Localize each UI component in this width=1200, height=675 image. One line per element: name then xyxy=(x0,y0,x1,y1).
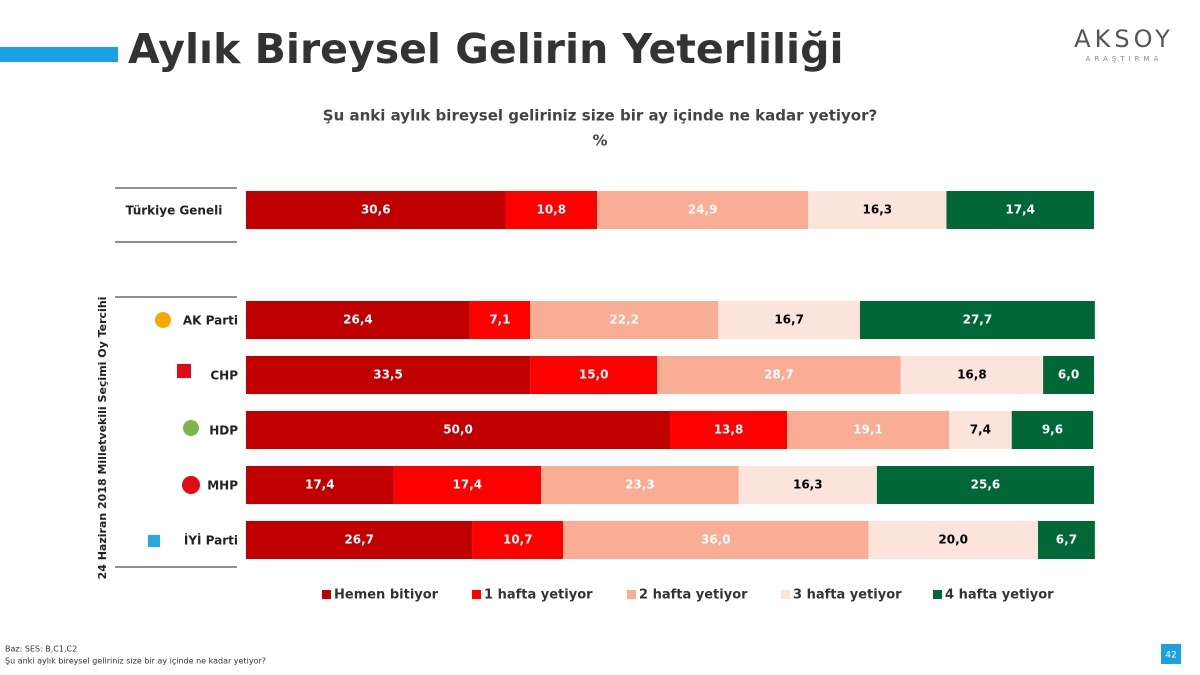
bar-segment xyxy=(859,301,1095,339)
logo: AKSOY xyxy=(1074,25,1174,53)
legend-swatch xyxy=(322,590,331,599)
bar-segment xyxy=(948,411,1012,449)
value-label: 16,7 xyxy=(774,313,804,327)
value-label: 16,8 xyxy=(957,368,987,382)
value-label: 16,3 xyxy=(863,203,893,217)
value-label: 17,4 xyxy=(1005,203,1035,217)
row-dividers xyxy=(115,187,237,568)
bar-segment xyxy=(530,301,719,339)
legend-label: Hemen bitiyor xyxy=(334,588,439,603)
party-icons xyxy=(148,312,200,547)
bar-segment xyxy=(900,356,1044,394)
logo-sub: ARAŞTIRMA xyxy=(1086,55,1163,63)
bar-segment xyxy=(530,356,658,394)
bar-segment xyxy=(657,356,901,394)
bar-segment xyxy=(505,191,598,229)
value-label: 13,8 xyxy=(714,423,744,437)
page-badge xyxy=(1161,644,1181,664)
bar-segment xyxy=(718,301,860,339)
page-number: 42 xyxy=(1165,651,1176,661)
footnote-question: Şu anki aylık bireysel geliriniz size bi… xyxy=(5,657,266,666)
bar-segment xyxy=(1038,521,1095,559)
bar-segment xyxy=(808,191,947,229)
bar-segment xyxy=(246,521,473,559)
legend-label: 1 hafta yetiyor xyxy=(484,588,593,603)
footnote-base: Baz: SES: B,C1,C2 xyxy=(5,645,77,654)
bar-segment xyxy=(541,466,739,504)
value-label: 10,7 xyxy=(503,533,533,547)
value-label: 17,4 xyxy=(305,478,335,492)
category-label: AK Parti xyxy=(183,314,238,328)
value-label: 19,1 xyxy=(853,423,883,437)
category-label: Türkiye Geneli xyxy=(126,204,223,218)
category-label: MHP xyxy=(207,479,238,493)
value-label: 15,0 xyxy=(579,368,609,382)
legend-label: 4 hafta yetiyor xyxy=(945,588,1054,603)
value-label: 26,7 xyxy=(344,533,374,547)
value-label: 30,6 xyxy=(361,203,391,217)
legend-swatch xyxy=(627,590,636,599)
bar-segment xyxy=(246,356,531,394)
chart-title: Şu anki aylık bireysel geliriniz size bi… xyxy=(323,107,877,125)
group-label: 24 Haziran 2018 Milletvekili Seçimi Oy T… xyxy=(96,297,109,580)
value-label: 6,0 xyxy=(1058,368,1079,382)
category-label: HDP xyxy=(209,424,238,438)
value-label: 25,6 xyxy=(971,478,1001,492)
value-label: 16,3 xyxy=(793,478,823,492)
bar-segment xyxy=(738,466,877,504)
value-label: 26,4 xyxy=(343,313,373,327)
chart-subtitle: % xyxy=(592,132,607,150)
bar-segment xyxy=(787,411,949,449)
value-label: 17,4 xyxy=(453,478,483,492)
value-label: 23,3 xyxy=(625,478,655,492)
value-label: 50,0 xyxy=(443,423,473,437)
bar-segment xyxy=(946,191,1094,229)
bar-segment xyxy=(563,521,869,559)
slide-title: Aylık Bireysel Gelirin Yeterliliği xyxy=(128,25,844,73)
value-label: 24,9 xyxy=(688,203,718,217)
bar-segment xyxy=(1011,411,1094,449)
value-label: 36,0 xyxy=(701,533,731,547)
value-label: 33,5 xyxy=(373,368,403,382)
value-label: 7,4 xyxy=(970,423,991,437)
bar-segment xyxy=(670,411,788,449)
legend-label: 3 hafta yetiyor xyxy=(793,588,902,603)
bar-segment xyxy=(876,466,1094,504)
value-label: 6,7 xyxy=(1056,533,1077,547)
bar-segment xyxy=(469,301,531,339)
value-label: 7,1 xyxy=(489,313,510,327)
bar-segment xyxy=(472,521,564,559)
legend-label: 2 hafta yetiyor xyxy=(639,588,748,603)
legend-swatch xyxy=(781,590,790,599)
category-label: CHP xyxy=(210,369,238,383)
value-label: 22,2 xyxy=(609,313,639,327)
title-accent xyxy=(0,47,118,62)
legend-swatch xyxy=(933,590,942,599)
value-label: 27,7 xyxy=(963,313,993,327)
bar-segment xyxy=(246,411,670,449)
bar-segment xyxy=(246,191,506,229)
value-label: 20,0 xyxy=(938,533,968,547)
value-label: 10,8 xyxy=(536,203,566,217)
bar-segment xyxy=(246,301,470,339)
bar-segment xyxy=(597,191,809,229)
bar-segment xyxy=(868,521,1039,559)
bar-segment xyxy=(246,466,394,504)
bar-segment xyxy=(393,466,542,504)
legend-swatch xyxy=(472,590,481,599)
bar-segment xyxy=(1043,356,1094,394)
value-label: 28,7 xyxy=(764,368,794,382)
category-label: İYİ Parti xyxy=(184,533,238,548)
value-label: 9,6 xyxy=(1042,423,1063,437)
